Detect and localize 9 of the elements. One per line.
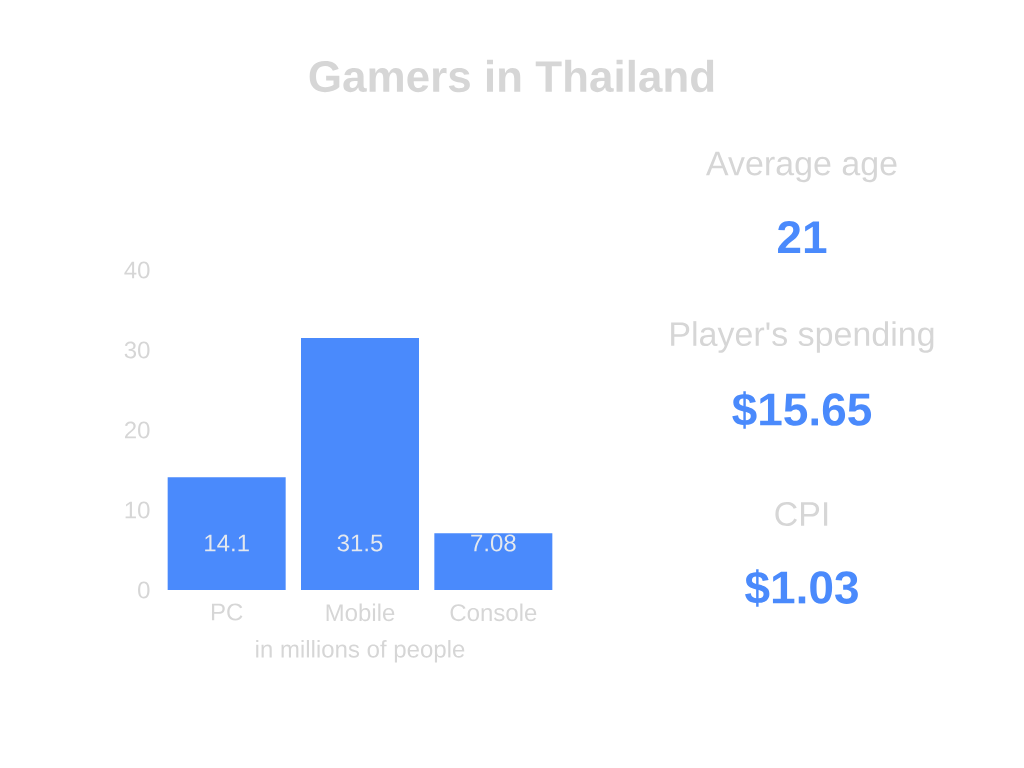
bar xyxy=(434,533,553,590)
data-label: 14.1 xyxy=(205,534,249,552)
text: 21 xyxy=(778,220,827,254)
bar xyxy=(301,338,419,590)
bar xyxy=(167,477,286,590)
data-label: 7.08 xyxy=(471,534,516,552)
text: $15.65 xyxy=(732,391,872,429)
data-label: 31.5 xyxy=(337,534,383,552)
text: $1.03 xyxy=(745,569,858,607)
